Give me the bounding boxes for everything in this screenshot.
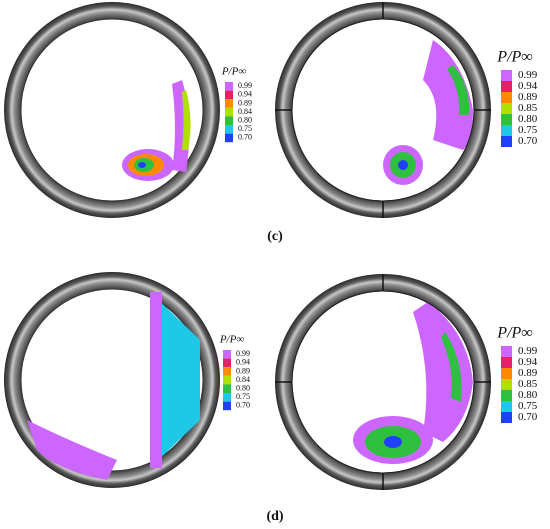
- legend-label: 0.75: [238, 124, 252, 133]
- legend-label: 0.75: [518, 124, 538, 136]
- legend-swatch: [225, 82, 233, 91]
- legend-swatch: [501, 412, 512, 423]
- contour: [384, 436, 402, 448]
- legend-swatch: [223, 401, 231, 411]
- legend-swatch: [501, 125, 512, 136]
- legend-label: 0.99: [518, 69, 538, 81]
- legend-label: 0.80: [236, 384, 250, 393]
- contour: [150, 292, 200, 468]
- contour: [413, 302, 473, 442]
- legend-swatch: [501, 136, 512, 147]
- legend-label: 0.70: [518, 135, 538, 147]
- legend-label: 0.99: [236, 349, 250, 358]
- legend-label: 0.84: [236, 375, 250, 384]
- panel-caption: (d): [266, 509, 283, 524]
- legend-label: 0.80: [518, 389, 538, 401]
- legend-label: 0.94: [236, 358, 250, 367]
- legend-label: 0.85: [518, 378, 538, 390]
- panel-caption: (c): [267, 229, 283, 244]
- legend-swatch: [223, 384, 231, 393]
- legend-label: 0.99: [518, 345, 538, 357]
- legend-swatch: [501, 368, 512, 379]
- legend-label: 0.75: [518, 400, 538, 412]
- legend-swatch: [501, 401, 512, 412]
- legend-swatch: [225, 99, 233, 108]
- contour: [138, 162, 146, 168]
- legend-swatch: [501, 357, 512, 368]
- legend-label: 0.85: [518, 102, 538, 114]
- legend-title: P/P∞: [219, 334, 244, 346]
- legend-swatch: [501, 81, 512, 92]
- contour: [441, 332, 462, 402]
- legend-swatch: [225, 116, 233, 125]
- contour: [182, 90, 191, 150]
- legend-swatch: [501, 114, 512, 125]
- legend-label: 0.70: [518, 411, 538, 423]
- legend-label: 0.89: [518, 367, 538, 379]
- legend-swatch: [225, 125, 233, 134]
- contour: [447, 65, 470, 115]
- legend-label: 0.80: [518, 113, 538, 125]
- legend-label: 0.99: [238, 81, 252, 90]
- contour: [423, 40, 473, 150]
- legend-swatch: [501, 346, 512, 357]
- legend-swatch: [223, 375, 231, 385]
- legend-swatch: [225, 133, 233, 143]
- legend-label: 0.70: [236, 401, 250, 410]
- legend-label: 0.84: [238, 107, 252, 116]
- legend-swatch: [501, 390, 512, 401]
- legend-swatch: [501, 103, 512, 114]
- legend-title: P/P∞: [496, 49, 532, 66]
- legend-title: P/P∞: [496, 325, 532, 342]
- legend-swatch: [223, 393, 231, 402]
- legend-label: 0.89: [238, 98, 252, 107]
- legend-label: 0.89: [236, 366, 250, 375]
- legend-swatch: [501, 379, 512, 390]
- legend-label: 0.94: [518, 356, 538, 368]
- legend-title: P/P∞: [221, 66, 246, 78]
- legend-label: 0.75: [236, 392, 250, 401]
- legend-label: 0.70: [238, 133, 252, 142]
- contour: [150, 292, 162, 468]
- legend-label: 0.80: [238, 116, 252, 125]
- legend-label: 0.94: [238, 90, 252, 99]
- legend-label: 0.94: [518, 80, 538, 92]
- legend-swatch: [225, 90, 233, 100]
- legend-swatch: [223, 350, 231, 359]
- legend-swatch: [501, 70, 512, 81]
- legend-swatch: [501, 92, 512, 103]
- legend-label: 0.89: [518, 91, 538, 103]
- legend-swatch: [223, 367, 231, 376]
- contour: [27, 420, 117, 480]
- contour: [398, 160, 408, 170]
- legend-swatch: [223, 358, 231, 368]
- legend-swatch: [225, 107, 233, 117]
